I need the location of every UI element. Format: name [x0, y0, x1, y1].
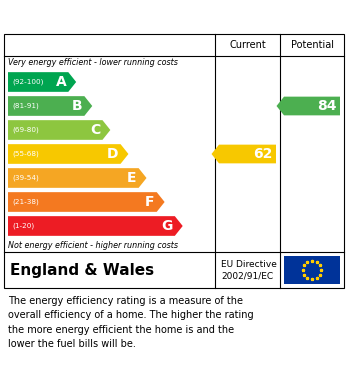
Text: Potential: Potential	[291, 40, 333, 50]
Text: (92-100): (92-100)	[12, 79, 44, 85]
Polygon shape	[8, 120, 110, 140]
Text: Not energy efficient - higher running costs: Not energy efficient - higher running co…	[8, 241, 178, 250]
Text: G: G	[161, 219, 173, 233]
Bar	[284, 256, 340, 284]
Polygon shape	[212, 145, 276, 163]
Polygon shape	[8, 192, 165, 212]
Text: EU Directive
2002/91/EC: EU Directive 2002/91/EC	[221, 260, 277, 280]
Polygon shape	[8, 216, 183, 236]
Text: D: D	[107, 147, 119, 161]
Text: E: E	[127, 171, 137, 185]
Polygon shape	[8, 168, 147, 188]
Polygon shape	[8, 144, 128, 164]
Text: (39-54): (39-54)	[12, 175, 39, 181]
Text: (81-91): (81-91)	[12, 103, 39, 109]
Text: B: B	[72, 99, 82, 113]
Text: Energy Efficiency Rating: Energy Efficiency Rating	[10, 9, 220, 23]
Text: (69-80): (69-80)	[12, 127, 39, 133]
Polygon shape	[8, 72, 76, 92]
Polygon shape	[277, 97, 340, 115]
Polygon shape	[8, 96, 92, 116]
Text: Very energy efficient - lower running costs: Very energy efficient - lower running co…	[8, 58, 178, 67]
Text: (21-38): (21-38)	[12, 199, 39, 205]
Text: A: A	[56, 75, 66, 89]
Text: C: C	[90, 123, 101, 137]
Text: 62: 62	[254, 147, 273, 161]
Text: (1-20): (1-20)	[12, 223, 34, 229]
Text: Current: Current	[229, 40, 266, 50]
Text: F: F	[145, 195, 155, 209]
Text: England & Wales: England & Wales	[10, 262, 154, 278]
Text: The energy efficiency rating is a measure of the
overall efficiency of a home. T: The energy efficiency rating is a measur…	[8, 296, 254, 349]
Text: (55-68): (55-68)	[12, 151, 39, 157]
Text: 84: 84	[317, 99, 337, 113]
